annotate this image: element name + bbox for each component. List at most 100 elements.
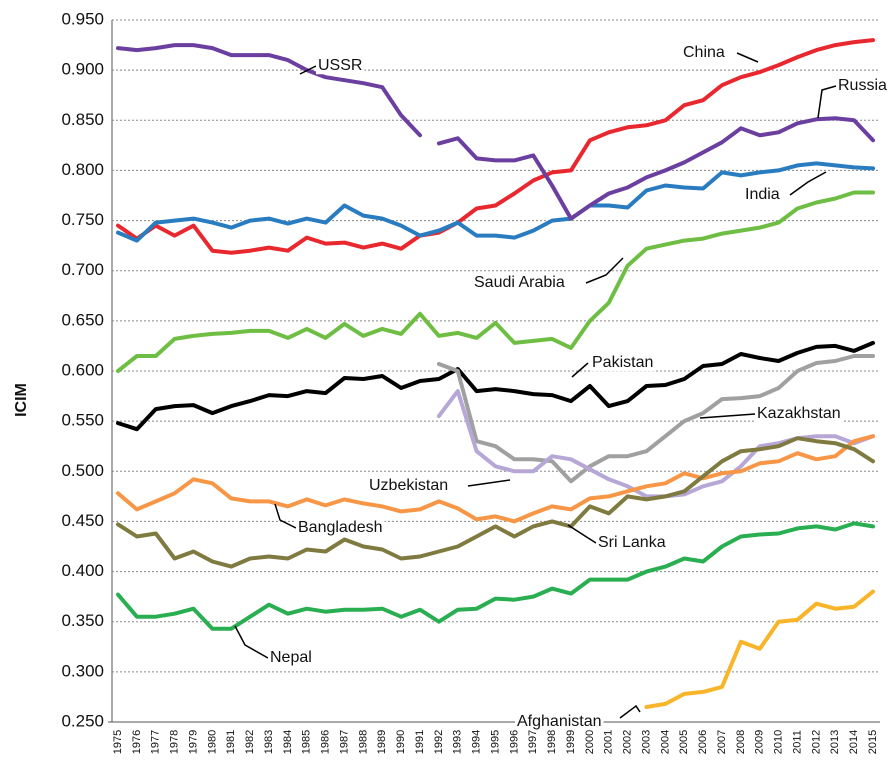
x-tick-label: 2015 <box>867 730 879 754</box>
series-line <box>116 521 875 631</box>
x-tick-label: 1983 <box>263 730 275 754</box>
label-leader <box>234 625 269 659</box>
x-tick-label: 2005 <box>678 730 690 754</box>
series-line <box>116 43 422 138</box>
x-tick-label: 2014 <box>848 730 860 754</box>
x-tick-label: 1991 <box>414 730 426 754</box>
x-tick-label: 1987 <box>338 730 350 754</box>
label-leader <box>736 52 759 63</box>
x-tick-label: 2001 <box>603 730 615 754</box>
x-tick-label: 1993 <box>452 730 464 754</box>
series-label: Bangladesh <box>298 519 383 536</box>
y-tick-label: 0.450 <box>61 511 104 530</box>
x-tick-label: 1975 <box>112 730 124 754</box>
x-tick-label: 2006 <box>697 730 709 754</box>
label-leader <box>789 171 827 196</box>
y-tick-label: 0.700 <box>61 260 104 279</box>
series-line <box>116 161 875 243</box>
label-background <box>367 477 451 495</box>
x-tick-label: 1992 <box>433 730 445 754</box>
series-line <box>116 190 875 373</box>
series-line <box>436 354 875 484</box>
x-tick-label: 1988 <box>357 730 369 754</box>
y-tick-label: 0.600 <box>61 360 104 379</box>
x-tick-label: 1986 <box>320 730 332 754</box>
series-label: Saudi Arabia <box>474 274 565 291</box>
y-axis-label: ICIM <box>13 383 30 417</box>
x-tick-label: 1978 <box>169 730 181 754</box>
y-tick-label: 0.500 <box>61 461 104 480</box>
y-tick-label: 0.650 <box>61 310 104 329</box>
y-tick-label: 0.400 <box>61 561 104 580</box>
y-tick-label: 0.300 <box>61 661 104 680</box>
x-tick-label: 1989 <box>376 730 388 754</box>
x-tick-label: 2009 <box>754 730 766 754</box>
label-leader <box>467 479 511 487</box>
x-tick-label: 1980 <box>206 730 218 754</box>
y-tick-label: 0.900 <box>61 60 104 79</box>
y-tick-label: 0.750 <box>61 210 104 229</box>
x-tick-label: 1995 <box>489 730 501 754</box>
x-tick-label: 1999 <box>565 730 577 754</box>
y-tick-label: 0.350 <box>61 611 104 630</box>
x-tick-label: 2002 <box>622 730 634 754</box>
label-background <box>596 534 668 552</box>
label-leader <box>567 524 597 544</box>
label-background <box>268 649 314 667</box>
series-label: Afghanistan <box>517 713 602 730</box>
series-label: India <box>745 186 780 203</box>
x-tick-label: 1981 <box>225 730 237 754</box>
label-background <box>836 77 890 95</box>
x-tick-label: 1996 <box>508 730 520 754</box>
series-line <box>116 38 875 255</box>
y-tick-label: 0.950 <box>61 9 104 28</box>
label-leader <box>817 85 837 119</box>
series-label: Sri Lanka <box>598 534 666 551</box>
x-tick-label: 2012 <box>810 730 822 754</box>
series-label: China <box>683 44 725 61</box>
label-leader <box>699 413 756 419</box>
x-tick-label: 1979 <box>187 730 199 754</box>
x-tick-label: 2003 <box>640 730 652 754</box>
label-leader <box>585 257 624 284</box>
series-line <box>436 116 875 221</box>
series-label: Pakistan <box>592 354 653 371</box>
x-tick-label: 2000 <box>584 730 596 754</box>
label-background <box>681 44 727 62</box>
x-tick-label: 1990 <box>395 730 407 754</box>
series-line <box>116 434 875 524</box>
y-tick-label: 0.800 <box>61 160 104 179</box>
x-tick-label: 1977 <box>150 730 162 754</box>
series-label: USSR <box>318 57 362 74</box>
label-background <box>743 186 782 204</box>
series-label: Uzbekistan <box>369 477 448 494</box>
x-tick-label: 2010 <box>773 730 785 754</box>
label-background <box>316 57 365 75</box>
x-tick-label: 1982 <box>244 730 256 754</box>
x-tick-label: 2004 <box>659 730 671 754</box>
label-background <box>472 274 567 292</box>
label-leader <box>619 704 641 719</box>
x-tick-label: 2013 <box>829 730 841 754</box>
label-leader <box>299 65 317 75</box>
series-label: Kazakhstan <box>757 405 841 422</box>
series-label: Nepal <box>270 649 312 666</box>
x-tick-label: 1997 <box>527 730 539 754</box>
y-tick-label: 0.250 <box>61 711 104 730</box>
x-tick-label: 1984 <box>282 730 294 754</box>
x-tick-label: 1985 <box>301 730 313 754</box>
label-leader <box>571 362 589 378</box>
label-background <box>755 405 843 423</box>
x-tick-label: 2011 <box>791 730 803 754</box>
label-background <box>296 519 385 537</box>
x-tick-label: 1976 <box>131 730 143 754</box>
series-line <box>116 436 875 569</box>
x-tick-label: 2008 <box>735 730 747 754</box>
x-tick-label: 1998 <box>546 730 558 754</box>
y-tick-label: 0.850 <box>61 110 104 129</box>
x-tick-label: 1994 <box>471 730 483 754</box>
y-tick-label: 0.550 <box>61 411 104 430</box>
series-label: Russia <box>838 77 887 94</box>
label-background <box>515 713 604 731</box>
